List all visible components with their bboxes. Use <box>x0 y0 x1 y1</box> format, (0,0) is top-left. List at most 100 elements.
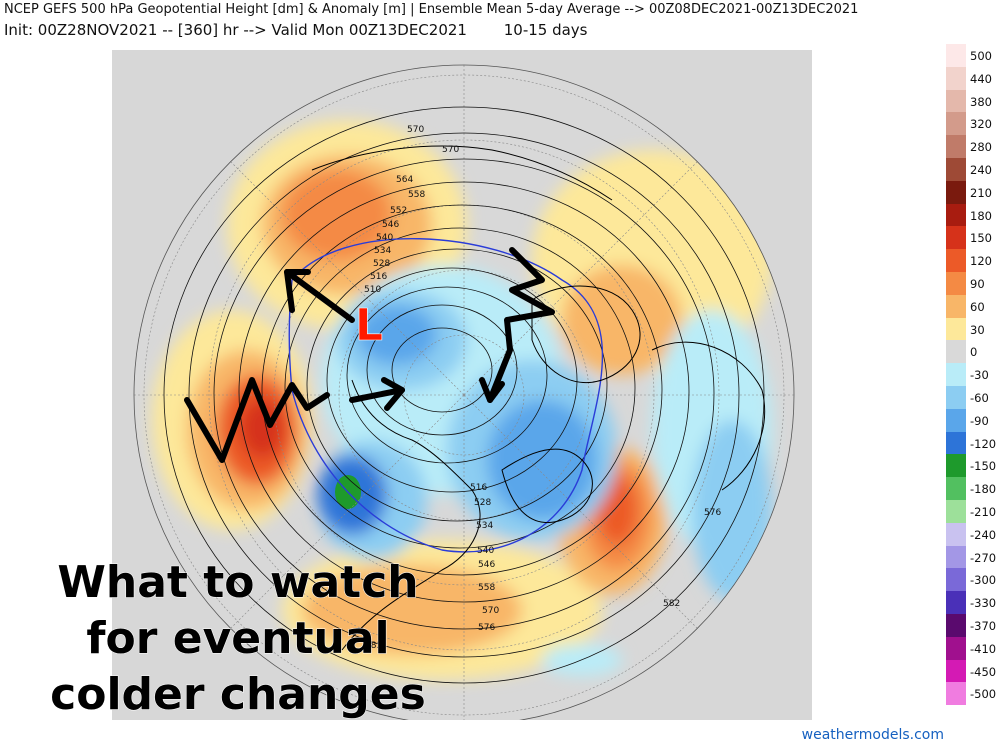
height-contours <box>163 106 765 684</box>
contour-labels: 570 570 564 558 552 546 540 534 528 516 … <box>364 125 721 651</box>
coastlines <box>311 145 766 651</box>
colorbar-swatch <box>946 613 966 637</box>
colorbar-level: -370 <box>946 613 998 637</box>
colorbar-label: -270 <box>970 550 997 565</box>
colorbar-level: -90 <box>946 408 998 432</box>
colorbar-swatch <box>946 271 966 295</box>
colorbar-label: -90 <box>970 413 989 428</box>
colorbar-swatch <box>946 317 966 341</box>
anomaly-colorbar: 500 440 380 320 280 240 210 180 150 120 90 60 30 0 -30… <box>946 44 998 706</box>
colorbar-swatch <box>946 385 966 409</box>
colorbar-swatch <box>946 66 966 90</box>
contour-label: 582 <box>663 599 680 609</box>
colorbar-level: -180 <box>946 477 998 500</box>
colorbar-level: -330 <box>946 591 998 614</box>
colorbar-swatch <box>946 44 966 67</box>
colorbar-swatch <box>946 180 966 204</box>
reference-contour <box>288 238 604 553</box>
colorbar-level: -450 <box>946 659 998 683</box>
caption-overlay: What to watch for eventual colder change… <box>28 555 448 723</box>
colorbar-swatch <box>946 157 966 181</box>
colorbar-level: 320 <box>946 112 998 136</box>
colorbar-label: -210 <box>970 504 997 519</box>
colorbar-label: -30 <box>970 368 989 383</box>
colorbar-label: -300 <box>970 573 997 588</box>
colorbar-level: 150 <box>946 226 998 250</box>
colorbar-swatch <box>946 454 966 478</box>
colorbar-swatch <box>946 545 966 569</box>
colorbar-level: 240 <box>946 157 998 181</box>
colorbar-swatch <box>946 408 966 432</box>
contour-label: 552 <box>390 206 407 216</box>
annotation-arrows <box>184 247 555 463</box>
colorbar-label: -60 <box>970 390 989 405</box>
colorbar-level: -210 <box>946 499 998 523</box>
contour-label: 516 <box>470 483 487 493</box>
colorbar-label: -410 <box>970 641 997 656</box>
colorbar-label: -450 <box>970 664 997 679</box>
colorbar-label: -500 <box>970 687 997 702</box>
source-credit: weathermodels.com <box>801 727 944 743</box>
contour-label: 540 <box>477 546 494 556</box>
colorbar-swatch <box>946 591 966 614</box>
contour-label: 528 <box>474 498 491 508</box>
contour-label: 534 <box>476 521 493 531</box>
colorbar-level: 500 <box>946 44 998 67</box>
colorbar-level: 60 <box>946 294 998 318</box>
colorbar-swatch <box>946 89 966 113</box>
chart-title: NCEP GEFS 500 hPa Geopotential Height [d… <box>4 2 859 17</box>
colorbar-label: -330 <box>970 596 997 611</box>
colorbar-level: 90 <box>946 271 998 295</box>
colorbar-swatch <box>946 363 966 386</box>
contour-label: 540 <box>376 233 393 243</box>
colorbar-swatch <box>946 294 966 318</box>
low-pressure-marker: L <box>355 300 383 351</box>
colorbar-level: -30 <box>946 363 998 386</box>
colorbar-level: -270 <box>946 545 998 569</box>
colorbar-level: 440 <box>946 66 998 90</box>
colorbar-swatch <box>946 499 966 523</box>
contour-label: 546 <box>382 220 399 230</box>
arrow-northwest <box>284 269 355 323</box>
colorbar-label: -180 <box>970 482 997 497</box>
contour-label: 582 <box>365 641 382 651</box>
colorbar-level: -300 <box>946 568 998 592</box>
colorbar-level: -150 <box>946 454 998 478</box>
colorbar-swatch <box>946 636 966 660</box>
colorbar-label: 280 <box>970 140 992 155</box>
colorbar-swatch <box>946 203 966 227</box>
colorbar-label: 380 <box>970 94 992 109</box>
contour-label: 570 <box>482 606 499 616</box>
colorbar-label: 0 <box>970 345 978 360</box>
colorbar-level: 0 <box>946 340 998 364</box>
colorbar-level: 180 <box>946 203 998 227</box>
colorbar-label: 60 <box>970 299 985 314</box>
colorbar-swatch <box>946 477 966 500</box>
colorbar-label: 210 <box>970 185 992 200</box>
contour-label: 570 <box>442 145 459 155</box>
colorbar-label: 240 <box>970 162 992 177</box>
contour-label: 534 <box>374 246 391 256</box>
colorbar-swatch <box>946 682 966 706</box>
colorbar-swatch <box>946 135 966 158</box>
colorbar-swatch <box>946 226 966 250</box>
contour-label: 528 <box>373 259 390 269</box>
colorbar-label: 90 <box>970 276 985 291</box>
ridge-squiggle <box>184 377 330 463</box>
init-valid-text: Init: 00Z28NOV2021 -- [360] hr --> Valid… <box>4 21 467 39</box>
caption-line: colder changes <box>50 669 427 721</box>
contour-label: 564 <box>396 175 413 185</box>
colorbar-level: 380 <box>946 89 998 113</box>
caption-line: What to watch <box>57 557 419 609</box>
contour-label: 558 <box>478 583 495 593</box>
colorbar-label: -150 <box>970 459 997 474</box>
colorbar-level: -500 <box>946 682 998 706</box>
caption-line: for eventual <box>86 613 390 665</box>
polar-map: 570 570 564 558 552 546 540 534 528 516 … <box>112 50 812 720</box>
contour-label: 546 <box>478 560 495 570</box>
colorbar-level: -60 <box>946 385 998 409</box>
contour-label: 558 <box>408 190 425 200</box>
contour-label: 510 <box>364 285 381 295</box>
colorbar-label: 320 <box>970 117 992 132</box>
period-text: 10-15 days <box>503 21 588 39</box>
